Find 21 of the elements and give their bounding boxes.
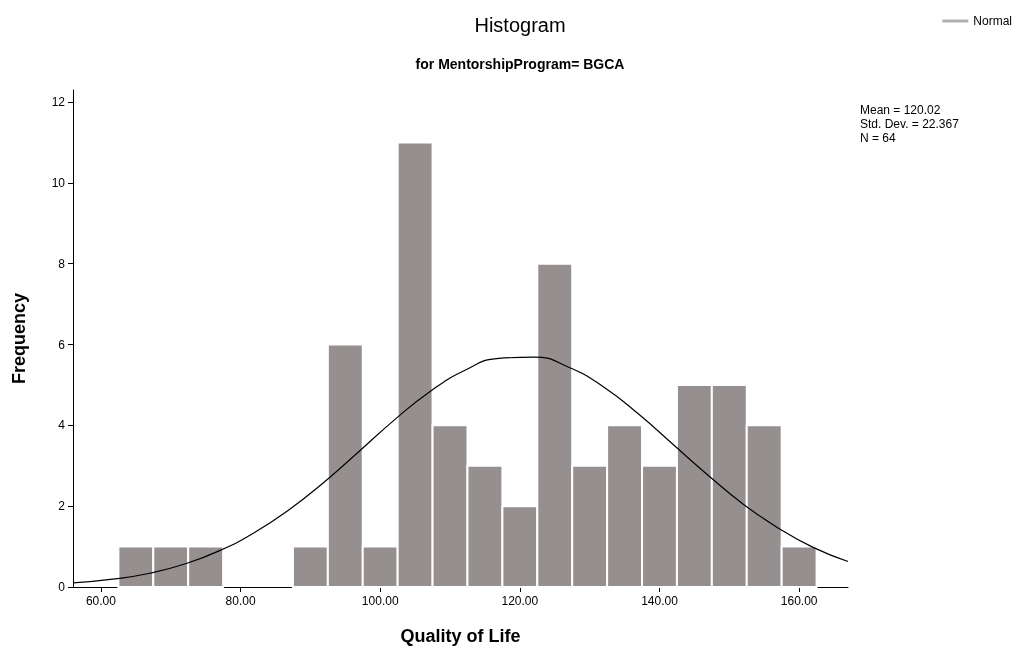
y-tick-label: 2 bbox=[58, 499, 66, 514]
chart-subtitle: for MentorshipProgram= BGCA bbox=[415, 56, 625, 72]
chart-title: Histogram bbox=[474, 14, 566, 36]
x-tick-label: 100.00 bbox=[361, 594, 399, 608]
x-tick-label: 60.00 bbox=[85, 594, 117, 608]
y-tick-label: 12 bbox=[51, 95, 66, 110]
y-tick-label: 10 bbox=[51, 175, 66, 190]
text: Std. Dev. = 22.367 bbox=[860, 117, 960, 131]
x-tick-label: 80.00 bbox=[225, 594, 256, 608]
x-tick-label: 140.00 bbox=[641, 594, 679, 608]
y-tick-label: 6 bbox=[58, 337, 66, 352]
x-tick-label: 160.00 bbox=[780, 594, 818, 608]
y-tick-label: 8 bbox=[58, 256, 66, 271]
x-tick-label: 120.00 bbox=[501, 594, 539, 608]
text: N = 64 bbox=[860, 131, 897, 145]
y-axis-title: Frequency bbox=[9, 292, 29, 385]
text: Mean = 120.02 bbox=[860, 103, 941, 117]
x-axis-title: Quality of Life bbox=[400, 626, 521, 646]
y-tick-label: 0 bbox=[58, 580, 66, 594]
text: Normal bbox=[973, 14, 1012, 28]
y-tick-label: 4 bbox=[58, 418, 66, 433]
